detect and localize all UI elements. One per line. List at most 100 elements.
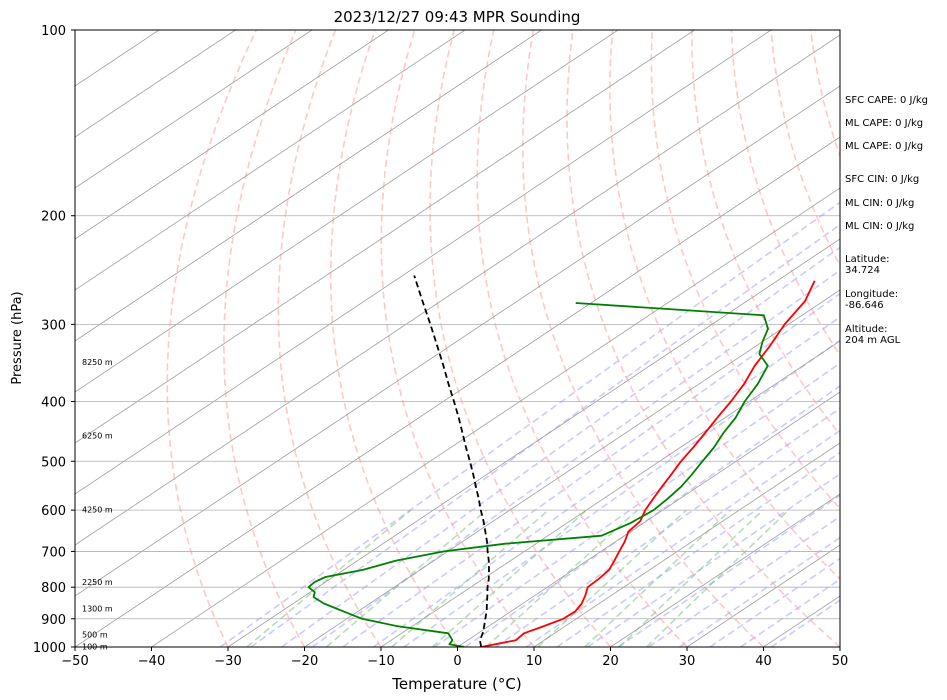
stat-label: ML CAPE: 0 J/kg (845, 118, 923, 129)
stat-label: ML CAPE: 0 J/kg (845, 141, 923, 152)
moist-adiabat (648, 515, 840, 647)
x-tick-label: −20 (291, 654, 318, 669)
y-tick-label: 400 (41, 395, 66, 410)
mixing-ratio-line (246, 509, 412, 647)
y-tick-label: 300 (41, 318, 66, 333)
moist-adiabat (770, 599, 840, 647)
moist-adiabat (495, 407, 840, 647)
isotherm-line (75, 30, 236, 138)
moist-adiabat (740, 578, 840, 647)
moist-adiabat (678, 536, 840, 647)
dry-adiabat (730, 30, 840, 357)
isotherm-line (75, 30, 695, 444)
dry-adiabat (476, 30, 688, 647)
isotherm-line (75, 30, 619, 393)
stat-label: SFC CAPE: 0 J/kg (845, 95, 928, 106)
isotherm-line (304, 289, 840, 647)
moist-adiabat (403, 339, 840, 647)
y-tick-label: 600 (41, 504, 66, 519)
height-label: 500 m (82, 631, 108, 640)
x-tick-label: 0 (453, 654, 461, 669)
dry-adiabat (277, 30, 382, 647)
parcel-trace (413, 275, 490, 647)
location-value: 204 m AGL (845, 335, 901, 346)
isotherm-line (151, 187, 840, 647)
height-label: 2250 m (82, 578, 113, 587)
height-label: 6250 m (82, 431, 113, 440)
location-label: Latitude: (845, 254, 890, 265)
y-axis-ticks: 100 200 300 400 500 600 700 800 900 1000 (33, 24, 75, 656)
moist-adiabat (464, 385, 840, 647)
x-tick-label: −30 (214, 654, 241, 669)
dry-adiabat (691, 30, 840, 436)
moist-adiabat (709, 557, 840, 647)
stat-label: ML CIN: 0 J/kg (845, 221, 914, 232)
isotherm-line (75, 30, 542, 342)
mixing-ratio-line (537, 509, 687, 647)
dry-adiabat (429, 30, 612, 647)
isotherm-line (533, 442, 840, 647)
x-axis-label: Temperature (°C) (391, 675, 521, 693)
height-label: 8250 m (82, 358, 113, 367)
mixing-ratio-line (431, 509, 588, 647)
height-label: 4250 m (82, 506, 113, 515)
moist-adiabat (342, 292, 840, 647)
x-axis-ticks: −50 −40 −30 −20 −10 0 10 20 30 40 50 (61, 647, 848, 669)
reference-lines (75, 30, 840, 647)
temperature-trace (481, 280, 816, 647)
height-label: 1300 m (82, 604, 113, 613)
location-value: 34.724 (845, 265, 880, 276)
y-tick-label: 1000 (33, 641, 66, 656)
isotherm-line (75, 30, 772, 495)
y-tick-label: 200 (41, 210, 66, 225)
moist-adiabat (617, 494, 840, 647)
y-tick-label: 500 (41, 455, 66, 470)
dry-adiabat (380, 30, 535, 647)
moist-adiabat (311, 269, 840, 647)
location-label: Longitude: (845, 289, 898, 300)
pressure-gridlines (75, 215, 840, 620)
dry-adiabat (522, 30, 765, 647)
y-tick-label: 100 (41, 24, 66, 39)
stat-label: SFC CIN: 0 J/kg (845, 174, 919, 185)
moist-adiabat (434, 362, 840, 647)
dry-adiabat (223, 30, 306, 647)
mixing-ratio-line (584, 509, 732, 647)
dry-adiabat (166, 30, 257, 647)
location-label: Altitude: (845, 324, 887, 335)
isotherm-line (75, 136, 840, 647)
y-tick-label: 800 (41, 581, 66, 596)
isotherm-line (227, 238, 840, 647)
x-tick-label: −10 (367, 654, 394, 669)
mixing-ratio-line (646, 509, 790, 647)
sounding-traces (307, 275, 816, 647)
y-tick-label: 700 (41, 545, 66, 560)
isotherm-line (457, 391, 840, 647)
isotherm-line (75, 85, 840, 597)
isotherm-line (380, 340, 840, 647)
stats-sidebar: SFC CAPE: 0 J/kg ML CAPE: 0 J/kg ML CAPE: … (845, 95, 928, 346)
isotherm-line (610, 493, 840, 647)
dewpoint-trace (307, 302, 769, 647)
dry-adiabat (650, 30, 840, 510)
dry-adiabat (566, 30, 840, 647)
x-tick-label: 30 (679, 654, 696, 669)
moist-adiabat (250, 223, 840, 647)
y-tick-label: 900 (41, 613, 66, 628)
x-tick-label: 10 (526, 654, 543, 669)
dry-adiabat (329, 30, 459, 647)
x-tick-label: 20 (602, 654, 619, 669)
y-axis-label: Pressure (hPa) (10, 291, 25, 384)
x-tick-label: 40 (755, 654, 772, 669)
moist-adiabat (372, 316, 840, 647)
isotherm-line (75, 30, 466, 291)
moist-adiabat (281, 246, 840, 647)
isotherm-line (75, 34, 840, 546)
x-tick-label: −40 (138, 654, 165, 669)
isotherm-line (75, 30, 313, 189)
stat-label: ML CIN: 0 J/kg (845, 198, 914, 209)
x-tick-label: 50 (832, 654, 849, 669)
isotherm-line (75, 30, 389, 240)
plot-frame (74, 29, 841, 648)
